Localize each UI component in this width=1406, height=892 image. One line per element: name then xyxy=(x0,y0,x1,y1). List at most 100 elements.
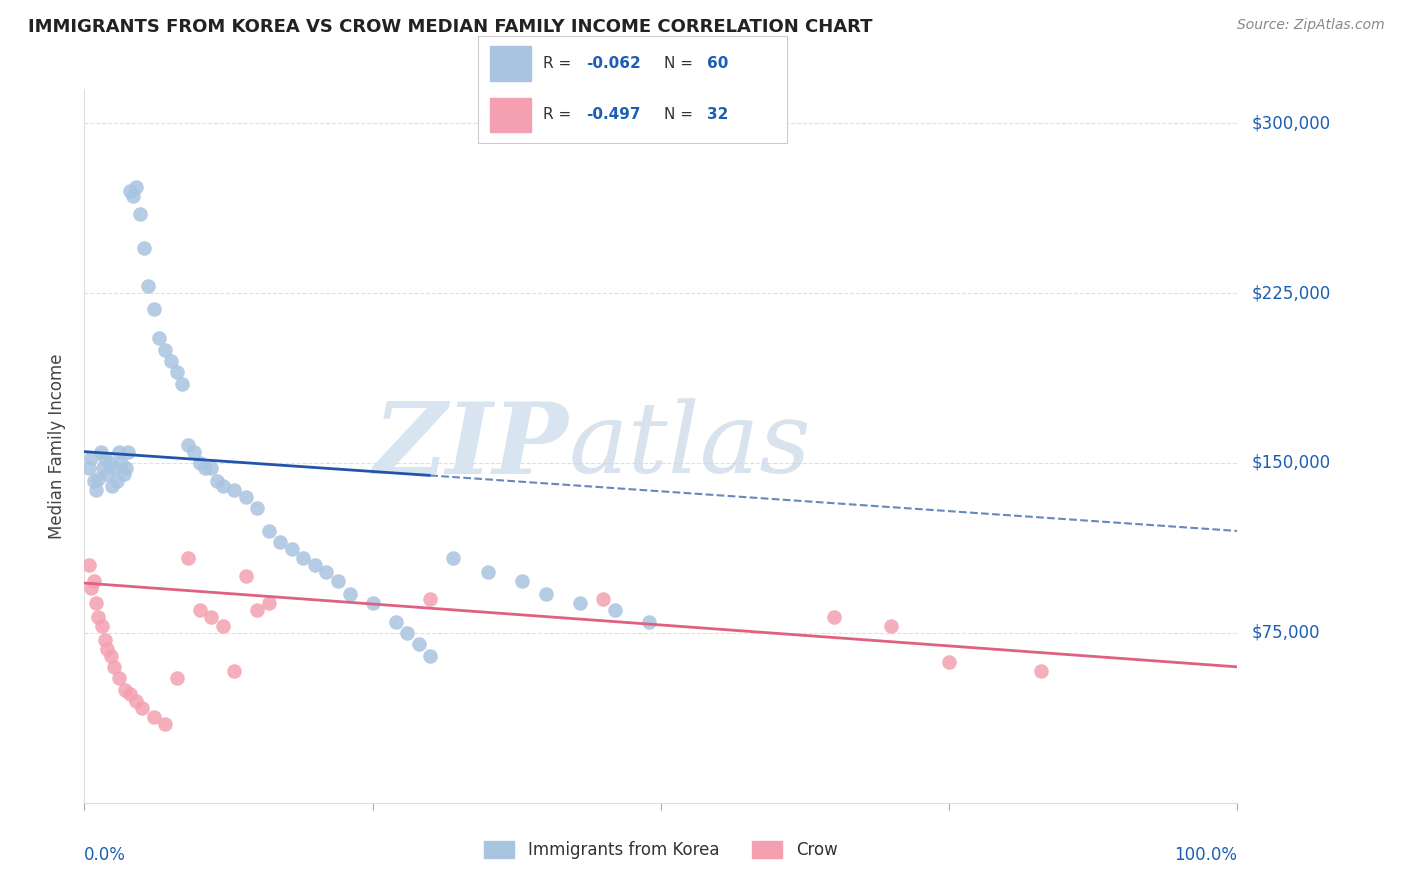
Point xyxy=(441,551,464,566)
Point xyxy=(235,490,257,504)
Point xyxy=(183,444,205,458)
Point xyxy=(110,456,132,470)
Text: 60: 60 xyxy=(707,56,728,71)
Point xyxy=(80,581,103,595)
Point xyxy=(361,597,384,611)
Point xyxy=(153,343,176,357)
Point xyxy=(235,569,257,583)
Point xyxy=(172,376,194,391)
Point xyxy=(115,460,138,475)
Point xyxy=(84,483,107,498)
Point xyxy=(194,460,217,475)
Point xyxy=(83,574,105,588)
Text: $75,000: $75,000 xyxy=(1251,624,1320,642)
Point xyxy=(200,460,222,475)
Text: Source: ZipAtlas.com: Source: ZipAtlas.com xyxy=(1237,18,1385,32)
Point xyxy=(153,716,176,731)
Y-axis label: Median Family Income: Median Family Income xyxy=(48,353,66,539)
Point xyxy=(177,438,200,452)
Point xyxy=(121,188,143,202)
Point xyxy=(84,597,107,611)
Point xyxy=(125,694,148,708)
Point xyxy=(134,241,156,255)
Text: 0.0%: 0.0% xyxy=(84,846,127,863)
Point xyxy=(188,603,211,617)
Point xyxy=(603,603,626,617)
Point xyxy=(160,354,183,368)
Point xyxy=(120,687,142,701)
Point xyxy=(512,574,534,588)
Point xyxy=(125,179,148,194)
Point xyxy=(419,591,441,606)
Point xyxy=(105,474,128,488)
Point xyxy=(281,542,304,557)
Point xyxy=(142,301,165,316)
Point xyxy=(166,671,188,685)
Point xyxy=(114,682,136,697)
Point xyxy=(89,444,111,458)
Point xyxy=(339,587,361,601)
Text: N =: N = xyxy=(664,107,697,122)
Point xyxy=(257,524,280,538)
Point xyxy=(98,456,121,470)
Point xyxy=(120,184,142,198)
Point xyxy=(94,632,117,647)
Point xyxy=(108,671,131,685)
Point xyxy=(246,603,269,617)
Point xyxy=(315,565,337,579)
Point xyxy=(112,467,135,482)
Text: $225,000: $225,000 xyxy=(1251,284,1330,302)
Point xyxy=(224,483,246,498)
Point xyxy=(326,574,349,588)
Point xyxy=(87,610,110,624)
Point xyxy=(142,709,165,723)
Point xyxy=(408,637,430,651)
Point xyxy=(103,660,125,674)
Point xyxy=(148,331,170,345)
Point xyxy=(534,587,557,601)
Text: 100.0%: 100.0% xyxy=(1174,846,1237,863)
Point xyxy=(96,467,118,482)
Text: atlas: atlas xyxy=(568,399,811,493)
Point xyxy=(938,656,960,670)
Point xyxy=(1031,665,1053,679)
Text: -0.497: -0.497 xyxy=(586,107,641,122)
Point xyxy=(77,558,100,572)
Point xyxy=(211,619,233,633)
Point xyxy=(117,444,139,458)
Text: $150,000: $150,000 xyxy=(1251,454,1330,472)
Point xyxy=(396,626,419,640)
Text: -0.062: -0.062 xyxy=(586,56,641,71)
Bar xyxy=(491,46,530,80)
Point xyxy=(100,648,122,663)
Point xyxy=(569,597,592,611)
Point xyxy=(108,444,131,458)
Point xyxy=(177,551,200,566)
Point xyxy=(419,648,441,663)
Point xyxy=(83,474,105,488)
Point xyxy=(96,641,118,656)
Point xyxy=(224,665,246,679)
Point xyxy=(477,565,499,579)
Point xyxy=(292,551,315,566)
Point xyxy=(131,700,153,714)
Point xyxy=(166,365,188,379)
Point xyxy=(638,615,661,629)
Point xyxy=(304,558,326,572)
Point xyxy=(128,207,150,221)
Text: ZIP: ZIP xyxy=(374,398,568,494)
Point xyxy=(103,460,125,475)
Point xyxy=(94,451,117,466)
Point xyxy=(188,456,211,470)
Text: R =: R = xyxy=(543,107,576,122)
Point xyxy=(211,478,233,492)
Point xyxy=(91,460,114,475)
Text: IMMIGRANTS FROM KOREA VS CROW MEDIAN FAMILY INCOME CORRELATION CHART: IMMIGRANTS FROM KOREA VS CROW MEDIAN FAM… xyxy=(28,18,873,36)
Point xyxy=(101,478,124,492)
Point xyxy=(80,451,103,466)
Point xyxy=(384,615,406,629)
Point xyxy=(87,472,110,486)
Point xyxy=(592,591,614,606)
Point xyxy=(136,279,159,293)
Point xyxy=(77,460,100,475)
